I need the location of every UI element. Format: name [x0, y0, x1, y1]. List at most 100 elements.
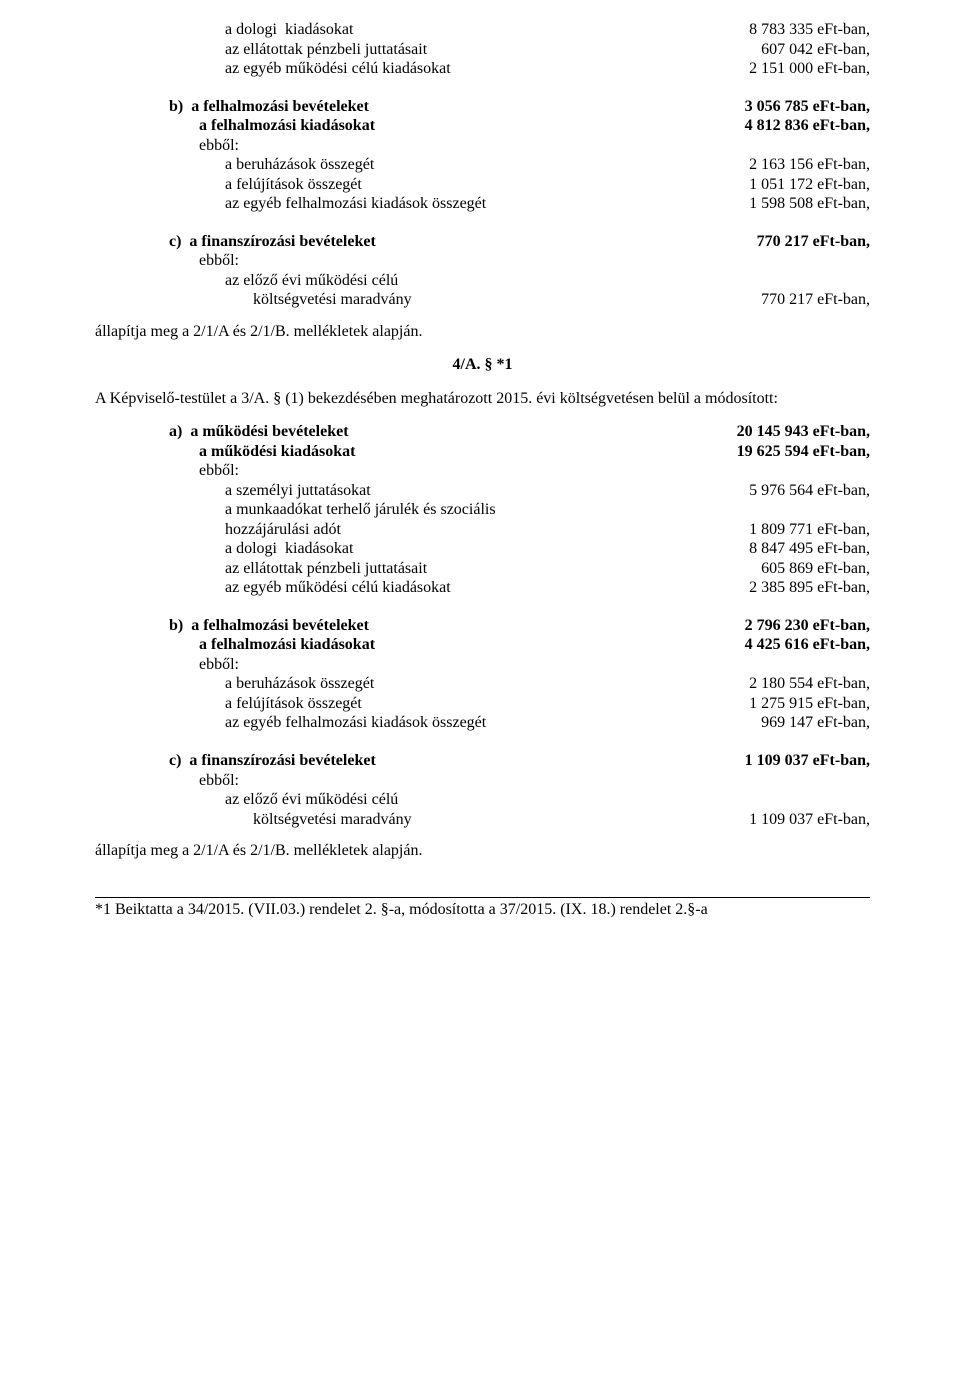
item-value: 605 869 eFt-ban, — [751, 559, 870, 579]
item-value: 8 783 335 eFt-ban, — [739, 20, 870, 40]
list-item: az ellátottak pénzbeli juttatásait 607 0… — [169, 40, 870, 60]
item-value: 1 109 037 eFt-ban, — [735, 751, 870, 771]
item-label: az egyéb működési célú kiadásokat — [169, 578, 451, 598]
item-value: 2 163 156 eFt-ban, — [739, 155, 870, 175]
list-item: c) a finanszírozási bevételeket 1 109 03… — [169, 751, 870, 771]
footnote-rule — [95, 897, 870, 898]
item-value: 4 425 616 eFt-ban, — [735, 635, 870, 655]
item-value: 8 847 495 eFt-ban, — [739, 539, 870, 559]
closing-para-1: állapítja meg a 2/1/A és 2/1/B. mellékle… — [95, 322, 870, 342]
item-value: 1 275 915 eFt-ban, — [739, 694, 870, 714]
list-item: a beruházások összegét 2 180 554 eFt-ban… — [169, 674, 870, 694]
section-c1: c) a finanszírozási bevételeket 770 217 … — [169, 232, 870, 310]
list-item: költségvetési maradvány 770 217 eFt-ban, — [169, 290, 870, 310]
spacer — [95, 79, 870, 97]
item-value: 20 145 943 eFt-ban, — [727, 422, 870, 442]
item-label: a felhalmozási kiadásokat — [169, 635, 375, 655]
item-label: az ellátottak pénzbeli juttatásait — [169, 559, 427, 579]
spacer — [95, 214, 870, 232]
spacer — [95, 733, 870, 751]
document-page: a dologi kiadásokat 8 783 335 eFt-ban, a… — [0, 0, 960, 959]
list-item: az előző évi működési célú — [169, 790, 870, 810]
item-label: az ellátottak pénzbeli juttatásait — [169, 40, 427, 60]
list-item: a munkaadókat terhelő járulék és szociál… — [169, 500, 870, 520]
item-value: 5 976 564 eFt-ban, — [739, 481, 870, 501]
item-label: a működési kiadásokat — [169, 442, 356, 462]
item-label: ebből: — [169, 251, 239, 271]
item-label: a) a működési bevételeket — [169, 422, 349, 442]
list-item: a dologi kiadásokat 8 847 495 eFt-ban, — [169, 539, 870, 559]
list-item: hozzájárulási adót 1 809 771 eFt-ban, — [169, 520, 870, 540]
list-item: a működési kiadásokat 19 625 594 eFt-ban… — [169, 442, 870, 462]
item-label: költségvetési maradvány — [169, 810, 412, 830]
item-label: a beruházások összegét — [169, 674, 374, 694]
item-label: az egyéb felhalmozási kiadások összegét — [169, 713, 486, 733]
spacer — [95, 598, 870, 616]
list-item: az előző évi működési célú — [169, 271, 870, 291]
item-label: ebből: — [169, 655, 239, 675]
closing-para-2: állapítja meg a 2/1/A és 2/1/B. mellékle… — [95, 841, 870, 861]
list-item: a felújítások összegét 1 051 172 eFt-ban… — [169, 175, 870, 195]
list-item: ebből: — [169, 655, 870, 675]
item-label: a dologi kiadásokat — [169, 539, 353, 559]
item-label: az előző évi működési célú — [169, 271, 398, 291]
list-item: az egyéb felhalmozási kiadások összegét … — [169, 713, 870, 733]
list-item: ebből: — [169, 771, 870, 791]
list-item: a felhalmozási kiadásokat 4 812 836 eFt-… — [169, 116, 870, 136]
list-item: az egyéb felhalmozási kiadások összegét … — [169, 194, 870, 214]
section-b2: b) a felhalmozási bevételeket 2 796 230 … — [169, 616, 870, 733]
section-heading: 4/A. § *1 — [95, 355, 870, 375]
item-label: a munkaadókat terhelő járulék és szociál… — [169, 500, 496, 520]
list-item: ebből: — [169, 461, 870, 481]
item-value: 1 598 508 eFt-ban, — [739, 194, 870, 214]
footnote-block: *1 Beiktatta a 34/2015. (VII.03.) rendel… — [95, 897, 870, 920]
section-c2: c) a finanszírozási bevételeket 1 109 03… — [169, 751, 870, 829]
item-label: a felújítások összegét — [169, 694, 362, 714]
item-label: a személyi juttatásokat — [169, 481, 371, 501]
item-label: b) a felhalmozási bevételeket — [169, 616, 369, 636]
item-label: b) a felhalmozási bevételeket — [169, 97, 369, 117]
item-value: 770 217 eFt-ban, — [747, 232, 870, 252]
list-item: a dologi kiadásokat 8 783 335 eFt-ban, — [169, 20, 870, 40]
item-value: 1 051 172 eFt-ban, — [739, 175, 870, 195]
list-item: ebből: — [169, 136, 870, 156]
item-value: 607 042 eFt-ban, — [751, 40, 870, 60]
item-value: 1 109 037 eFt-ban, — [739, 810, 870, 830]
list-item: az ellátottak pénzbeli juttatásait 605 8… — [169, 559, 870, 579]
body-paragraph: A Képviselő-testület a 3/A. § (1) bekezd… — [95, 389, 870, 409]
item-label: a felújítások összegét — [169, 175, 362, 195]
item-label: az egyéb felhalmozási kiadások összegét — [169, 194, 486, 214]
item-value: 2 796 230 eFt-ban, — [735, 616, 870, 636]
list-item: az egyéb működési célú kiadásokat 2 151 … — [169, 59, 870, 79]
list-item: a beruházások összegét 2 163 156 eFt-ban… — [169, 155, 870, 175]
top-block: a dologi kiadásokat 8 783 335 eFt-ban, a… — [169, 20, 870, 79]
item-label: a dologi kiadásokat — [169, 20, 353, 40]
item-label: hozzájárulási adót — [169, 520, 341, 540]
item-label: ebből: — [169, 771, 239, 791]
list-item: a felhalmozási kiadásokat 4 425 616 eFt-… — [169, 635, 870, 655]
list-item: a személyi juttatásokat 5 976 564 eFt-ba… — [169, 481, 870, 501]
item-label: az egyéb működési célú kiadásokat — [169, 59, 451, 79]
list-item: b) a felhalmozási bevételeket 2 796 230 … — [169, 616, 870, 636]
item-value: 2 151 000 eFt-ban, — [739, 59, 870, 79]
item-label: a beruházások összegét — [169, 155, 374, 175]
item-label: költségvetési maradvány — [169, 290, 412, 310]
item-value: 3 056 785 eFt-ban, — [735, 97, 870, 117]
item-label: az előző évi működési célú — [169, 790, 398, 810]
item-label: a felhalmozási kiadásokat — [169, 116, 375, 136]
item-label: ebből: — [169, 461, 239, 481]
list-item: költségvetési maradvány 1 109 037 eFt-ba… — [169, 810, 870, 830]
list-item: b) a felhalmozási bevételeket 3 056 785 … — [169, 97, 870, 117]
item-value: 2 385 895 eFt-ban, — [739, 578, 870, 598]
list-item: ebből: — [169, 251, 870, 271]
item-value: 19 625 594 eFt-ban, — [727, 442, 870, 462]
list-item: az egyéb működési célú kiadásokat 2 385 … — [169, 578, 870, 598]
section-b1: b) a felhalmozási bevételeket 3 056 785 … — [169, 97, 870, 214]
item-value: 969 147 eFt-ban, — [751, 713, 870, 733]
section-a2: a) a működési bevételeket 20 145 943 eFt… — [169, 422, 870, 598]
item-label: c) a finanszírozási bevételeket — [169, 232, 376, 252]
item-value: 770 217 eFt-ban, — [751, 290, 870, 310]
list-item: a felújítások összegét 1 275 915 eFt-ban… — [169, 694, 870, 714]
footnote-text: *1 Beiktatta a 34/2015. (VII.03.) rendel… — [95, 900, 870, 920]
item-value: 2 180 554 eFt-ban, — [739, 674, 870, 694]
